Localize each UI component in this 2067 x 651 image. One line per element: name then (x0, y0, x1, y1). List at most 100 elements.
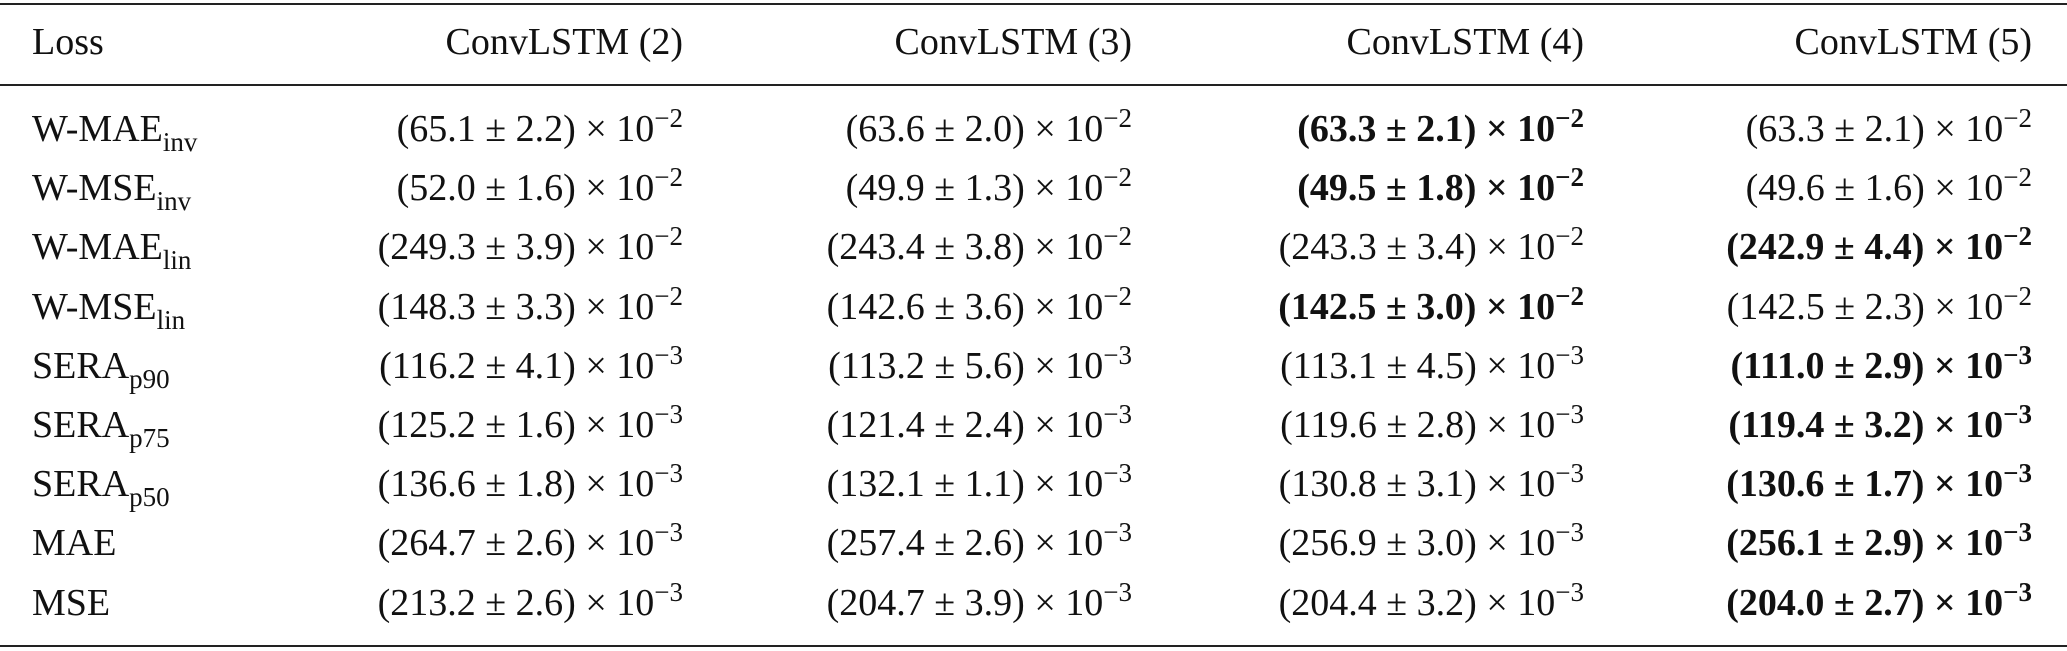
cell-text: (257.4 ± 2.6) × 10 (826, 522, 1104, 565)
cell-text: MSE (32, 581, 111, 624)
cell-text: (142.5 ± 2.3) × 10 (1726, 285, 2004, 328)
cell-text: (213.2 ± 2.6) × 10 (377, 581, 655, 624)
subscript: lin (156, 304, 186, 335)
exponent: −3 (1103, 399, 1132, 429)
cell-text: (52.0 ± 1.6) × 10 (396, 167, 655, 210)
header-cell: Loss (32, 21, 104, 63)
value-cell: (242.9 ± 4.4) × 10−2 (1532, 222, 2032, 272)
exponent: −3 (1555, 576, 1584, 607)
row-label: SERAp50 (32, 459, 170, 511)
exponent: −3 (2003, 576, 2032, 607)
cell-text: W-MSE (32, 285, 157, 328)
row-label: W-MSEinv (32, 163, 191, 215)
value-cell: (63.3 ± 2.1) × 10−2 (1532, 104, 2032, 154)
cell-text: (249.3 ± 3.9) × 10 (377, 226, 655, 269)
cell-text: (243.3 ± 3.4) × 10 (1278, 226, 1556, 269)
value-cell: (132.1 ± 1.1) × 10−3 (632, 459, 1132, 509)
value-cell: (204.4 ± 3.2) × 10−3 (1084, 578, 1584, 628)
value-cell: (243.4 ± 3.8) × 10−2 (632, 222, 1132, 272)
value-cell: (49.5 ± 1.8) × 10 −2 (1084, 163, 1584, 213)
cell-text: SERA (32, 344, 130, 387)
exponent: −3 (2003, 458, 2032, 489)
exponent: −3 (1555, 399, 1584, 429)
exponent: −3 (2003, 399, 2032, 429)
exponent: −2 (1555, 221, 1584, 252)
cell-text: (130.8 ± 3.1) × 10 (1278, 463, 1556, 506)
value-cell: (125.2 ± 1.6) × 10−3 (183, 400, 683, 450)
cell-text: (204.4 ± 3.2) × 10 (1278, 581, 1556, 624)
exponent: −2 (2003, 221, 2032, 252)
value-cell: (264.7 ± 2.6) × 10−3 (183, 518, 683, 568)
cell-text: (204.0 ± 2.7) × 10 (1726, 581, 2004, 624)
exponent: −3 (1555, 458, 1584, 489)
cell-text: W-MAE (32, 108, 163, 150)
cell-text: (63.6 ± 2.0) × 10 (845, 108, 1104, 150)
header-cell: ConvLSTM (2) (445, 21, 684, 63)
subscript: lin (162, 245, 192, 276)
cell-text: (136.6 ± 1.8) × 10 (377, 463, 655, 506)
exponent: −3 (1103, 517, 1132, 548)
cell-text: (113.1 ± 4.5) × 10 (1280, 344, 1556, 387)
exponent: −2 (654, 162, 683, 193)
exponent: −3 (1555, 517, 1584, 548)
value-cell: (142.5 ± 2.3) × 10 −2 (1532, 282, 2032, 332)
cell-text: (142.5 ± 3.0) × 10 (1278, 285, 1556, 328)
cell-text: (204.7 ± 3.9) × 10 (826, 581, 1104, 624)
cell-text: (256.1 ± 2.9) × 10 (1726, 522, 2004, 565)
exponent: −2 (2003, 162, 2032, 193)
exponent: −2 (654, 103, 683, 133)
cell-text: (242.9 ± 4.4) × 10 (1726, 226, 2004, 269)
exponent: −3 (654, 576, 683, 607)
value-cell: (121.4 ± 2.4) × 10−3 (632, 400, 1132, 450)
cell-text: (116.2 ± 4.1) × 10 (379, 344, 655, 387)
exponent: −3 (654, 339, 683, 370)
value-cell: (142.6 ± 3.6) × 10−2 (632, 282, 1132, 332)
cell-text: W-MAE (32, 226, 163, 269)
value-cell: (130.8 ± 3.1) × 10−3 (1084, 459, 1584, 509)
subscript: inv (162, 127, 198, 157)
row-label: MSE (32, 578, 110, 628)
top-rule (0, 3, 2067, 5)
header-cell: ConvLSTM (3) (894, 21, 1133, 63)
exponent: −3 (1103, 458, 1132, 489)
cell-text: (63.3 ± 2.1) × 10 (1745, 108, 2004, 150)
value-cell: (257.4 ± 2.6) × 10−3 (632, 518, 1132, 568)
subscript: p75 (129, 423, 170, 453)
cell-text: SERA (32, 404, 130, 446)
value-cell: (65.1 ± 2.2) × 10−2 (183, 104, 683, 154)
exponent: −2 (1555, 280, 1584, 311)
exponent: −3 (1103, 339, 1132, 370)
value-cell: (116.2 ± 4.1) × 10−3 (183, 341, 683, 391)
cell-text: (264.7 ± 2.6) × 10 (377, 522, 655, 565)
row-label: SERAp75 (32, 400, 170, 453)
header-cell: ConvLSTM (4) (1346, 21, 1585, 63)
exponent: −2 (1103, 162, 1132, 193)
cell-text: (132.1 ± 1.1) × 10 (826, 463, 1104, 506)
value-cell: (213.2 ± 2.6) × 10−3 (183, 578, 683, 628)
row-label: MAE (32, 518, 116, 568)
cell-text: MAE (32, 522, 117, 565)
subscript: p90 (129, 363, 170, 394)
cell-text: (119.6 ± 2.8) × 10 (1280, 404, 1556, 446)
value-cell: (52.0 ± 1.6) × 10−2 (183, 163, 683, 213)
exponent: −3 (654, 517, 683, 548)
cell-text: (256.9 ± 3.0) × 10 (1278, 522, 1556, 565)
value-cell: (111.0 ± 2.9) × 10−3 (1532, 341, 2032, 391)
exponent: −2 (654, 221, 683, 252)
exponent: −2 (1103, 280, 1132, 311)
exponent: −3 (1555, 339, 1584, 370)
cell-text: (49.5 ± 1.8) × 10 (1297, 167, 1556, 210)
value-cell: (243.3 ± 3.4) × 10−2 (1084, 222, 1584, 272)
value-cell: (119.6 ± 2.8) × 10−3 (1084, 400, 1584, 450)
value-cell: (256.9 ± 3.0) × 10−3 (1084, 518, 1584, 568)
value-cell: (148.3 ± 3.3) × 10−2 (183, 282, 683, 332)
exponent: −3 (2003, 339, 2032, 370)
cell-text: (49.6 ± 1.6) × 10 (1745, 167, 2004, 210)
cell-text: (63.3 ± 2.1) × 10 (1297, 108, 1556, 150)
value-cell: (249.3 ± 3.9) × 10−2 (183, 222, 683, 272)
exponent: −3 (654, 458, 683, 489)
cell-text: (113.2 ± 5.6) × 10 (828, 344, 1104, 387)
value-cell: (204.7 ± 3.9) × 10 −3 (632, 578, 1132, 628)
cell-text: (142.6 ± 3.6) × 10 (826, 285, 1104, 328)
